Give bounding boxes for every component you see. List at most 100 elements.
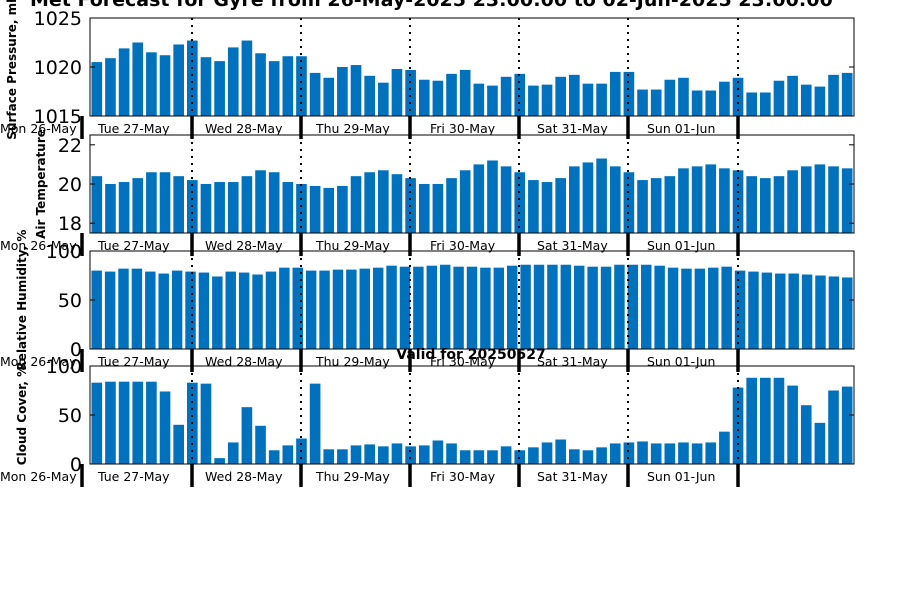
bar xyxy=(787,170,798,233)
bar xyxy=(104,271,116,349)
bar xyxy=(473,164,485,233)
bar xyxy=(596,83,607,116)
bar xyxy=(268,61,280,116)
bar xyxy=(719,81,730,116)
bar xyxy=(705,442,717,464)
bar xyxy=(332,269,344,349)
bar xyxy=(582,450,594,464)
bar xyxy=(841,168,853,233)
bar xyxy=(241,176,253,233)
bar xyxy=(514,172,526,233)
bar xyxy=(255,425,266,464)
bar xyxy=(159,172,171,233)
bar xyxy=(132,178,144,233)
bar xyxy=(118,48,130,116)
bar xyxy=(555,439,566,464)
bar xyxy=(582,162,594,233)
bar xyxy=(609,71,621,116)
y-tick-label: 100 xyxy=(46,356,82,378)
bar xyxy=(800,166,812,233)
bar xyxy=(372,267,384,349)
day-label: Wed 28-May xyxy=(205,238,283,253)
y-axis-label: Relative Humidity, % xyxy=(15,230,29,371)
bar xyxy=(323,187,335,233)
bar xyxy=(241,407,253,464)
day-label: Thu 29-May xyxy=(315,354,390,369)
bar xyxy=(459,450,471,464)
figure-title: Met Forecast for Gyre from 26-May-2025 2… xyxy=(30,0,833,11)
day-label: Fri 30-May xyxy=(430,469,496,484)
day-label: Thu 29-May xyxy=(315,469,390,484)
bar xyxy=(487,160,498,233)
bar xyxy=(569,74,580,116)
bar xyxy=(664,443,676,464)
bar xyxy=(309,383,321,464)
bar xyxy=(346,269,357,349)
bar xyxy=(418,79,430,116)
bar xyxy=(105,58,116,116)
bar xyxy=(364,75,375,116)
bar xyxy=(541,84,553,116)
bar xyxy=(146,52,157,116)
bar xyxy=(787,385,798,464)
bar xyxy=(773,176,785,233)
bar xyxy=(775,273,786,349)
bar xyxy=(337,67,348,116)
bar xyxy=(378,82,389,116)
bar xyxy=(637,89,648,116)
bar xyxy=(541,442,553,464)
bar xyxy=(705,90,717,116)
bar xyxy=(214,61,225,116)
bar xyxy=(500,166,512,233)
bar xyxy=(279,267,290,349)
bar xyxy=(453,266,464,349)
bar xyxy=(350,65,362,116)
day-label: Fri 30-May xyxy=(430,354,496,369)
bar xyxy=(828,390,839,464)
bar xyxy=(159,55,171,116)
bar xyxy=(337,185,348,233)
day-label: Wed 28-May xyxy=(205,469,283,484)
bar xyxy=(678,77,689,116)
bar xyxy=(500,446,512,464)
bar xyxy=(574,265,585,349)
bar xyxy=(252,274,263,349)
bar xyxy=(171,270,183,349)
bar xyxy=(227,47,239,116)
bar xyxy=(664,79,676,116)
bar xyxy=(533,264,545,349)
bar xyxy=(146,381,157,464)
bar xyxy=(623,71,635,116)
day-label: Tue 27-May xyxy=(97,121,170,136)
bar xyxy=(828,276,840,349)
bar xyxy=(721,266,732,349)
bar xyxy=(814,422,826,464)
bar xyxy=(493,267,505,349)
day-label: Fri 30-May xyxy=(430,238,496,253)
bar xyxy=(227,442,239,464)
bar xyxy=(255,170,266,233)
bar xyxy=(691,443,703,464)
bar xyxy=(746,176,757,233)
bar xyxy=(719,431,730,464)
bar xyxy=(268,172,280,233)
bar xyxy=(305,270,317,349)
bar xyxy=(132,381,144,464)
bar xyxy=(214,458,225,464)
bar xyxy=(637,180,648,233)
bar xyxy=(748,271,759,349)
bar xyxy=(350,445,362,464)
bar xyxy=(814,164,826,233)
bar xyxy=(146,172,157,233)
bar xyxy=(378,446,389,464)
y-tick-label: 1020 xyxy=(34,57,82,79)
bar xyxy=(187,40,198,116)
bar xyxy=(132,42,144,116)
bar xyxy=(801,274,813,349)
bar xyxy=(664,176,676,233)
bar xyxy=(582,83,594,116)
bar xyxy=(255,53,266,116)
y-tick-label: 1025 xyxy=(34,8,82,30)
